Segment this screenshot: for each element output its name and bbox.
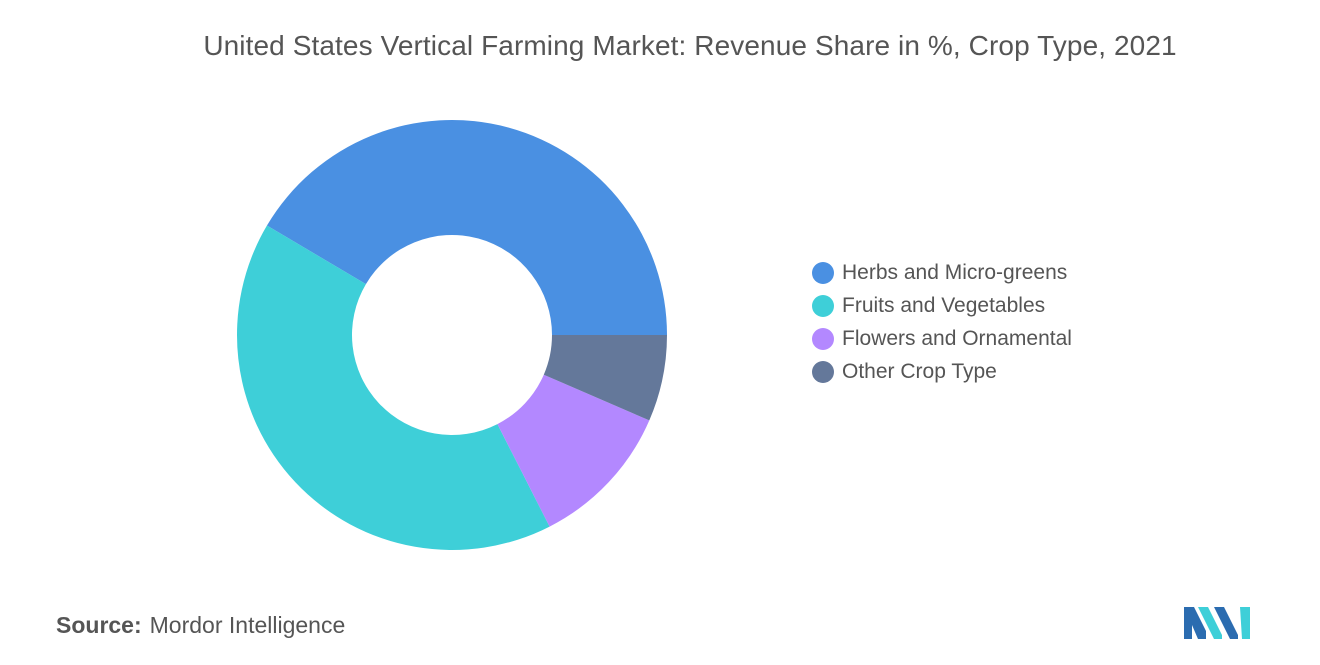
legend: Herbs and Micro-greens Fruits and Vegeta…	[812, 256, 1072, 388]
legend-label: Fruits and Vegetables	[842, 293, 1046, 317]
legend-item-fruits[interactable]: Fruits and Vegetables	[812, 289, 1072, 322]
slice-herbs[interactable]	[266, 120, 667, 335]
legend-swatch	[812, 327, 834, 350]
source-note: Source: Mordor Intelligence	[56, 612, 345, 639]
legend-swatch	[812, 294, 834, 317]
legend-swatch	[812, 360, 834, 383]
legend-item-herbs[interactable]: Herbs and Micro-greens	[812, 256, 1072, 289]
legend-label: Herbs and Micro-greens	[842, 260, 1068, 284]
legend-item-other[interactable]: Other Crop Type	[812, 355, 1072, 388]
legend-item-flowers[interactable]: Flowers and Ornamental	[812, 322, 1072, 355]
source-value: Mordor Intelligence	[149, 612, 346, 638]
slice-fruits[interactable]	[237, 225, 550, 551]
legend-label: Other Crop Type	[842, 359, 997, 383]
legend-swatch	[812, 261, 834, 284]
source-label: Source:	[56, 612, 142, 638]
chart-title: United States Vertical Farming Market: R…	[203, 30, 1177, 61]
slice-flowers[interactable]	[497, 374, 650, 527]
legend-label: Flowers and Ornamental	[842, 326, 1072, 350]
mordor-intelligence-logo	[1184, 607, 1250, 639]
slice-other[interactable]	[543, 335, 667, 421]
